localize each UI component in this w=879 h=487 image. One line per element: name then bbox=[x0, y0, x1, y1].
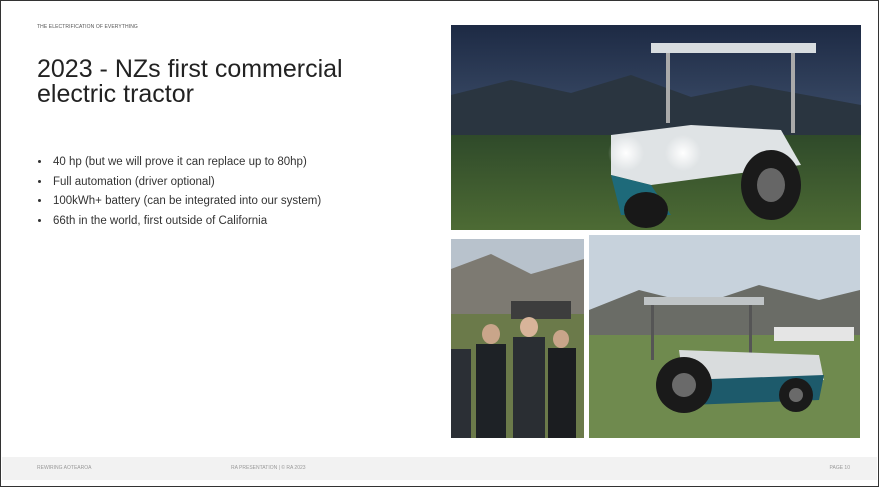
kicker: THE ELECTRIFICATION OF EVERYTHING bbox=[37, 24, 138, 30]
footer-right: PAGE 10 bbox=[830, 465, 850, 471]
footer-left: REWIRING AOTEAROA bbox=[37, 465, 91, 471]
page: THE ELECTRIFICATION OF EVERYTHING 2023 -… bbox=[0, 0, 879, 487]
photo-tractor-day bbox=[589, 235, 860, 438]
bullet: Full automation (driver optional) bbox=[51, 173, 321, 193]
slide: THE ELECTRIFICATION OF EVERYTHING 2023 -… bbox=[0, 0, 879, 487]
bullet: 100kWh+ battery (can be integrated into … bbox=[51, 192, 321, 212]
bullet: 66th in the world, first outside of Cali… bbox=[51, 212, 321, 232]
bullet: 40 hp (but we will prove it can replace … bbox=[51, 153, 321, 173]
photo-tractor-night bbox=[451, 25, 861, 230]
photo-people bbox=[451, 239, 584, 438]
footer-center: RA PRESENTATION | © RA 2023 bbox=[231, 465, 306, 471]
footer: REWIRING AOTEAROA RA PRESENTATION | © RA… bbox=[2, 457, 877, 480]
bullet-list: 40 hp (but we will prove it can replace … bbox=[37, 153, 321, 231]
title: 2023 - NZs first commercial electric tra… bbox=[37, 57, 417, 107]
